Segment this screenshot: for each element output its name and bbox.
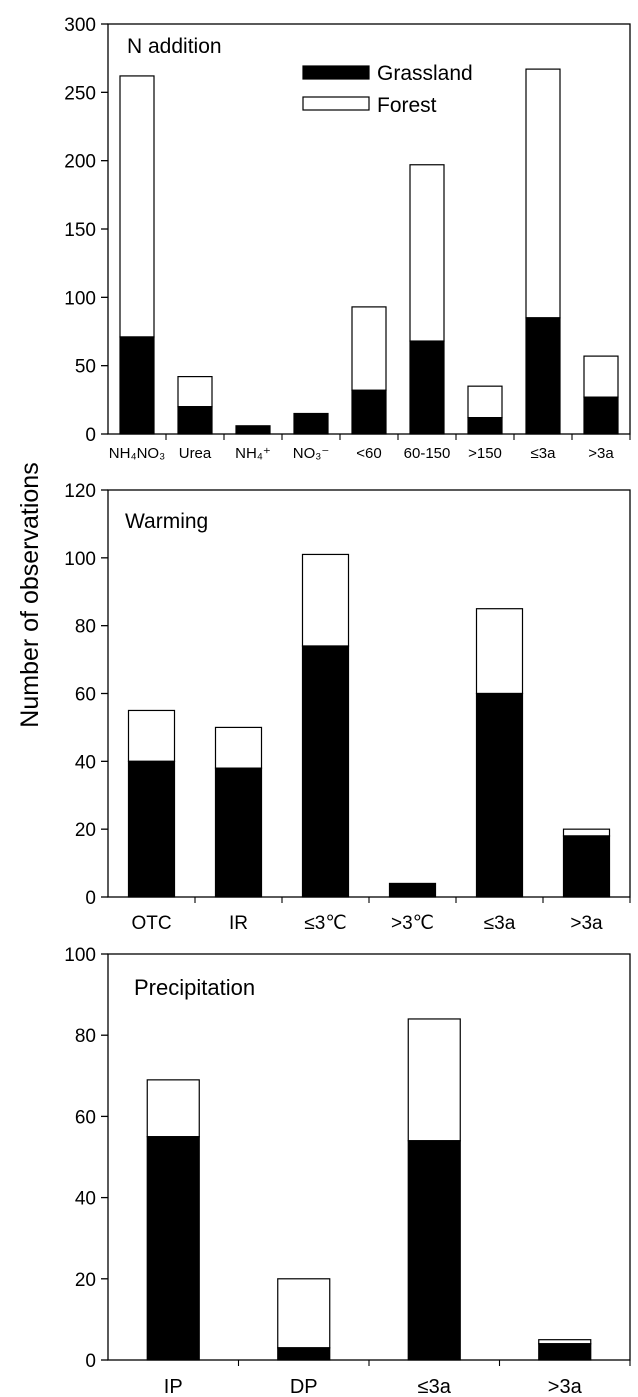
x-tick-label: ≤3a — [531, 445, 557, 462]
x-tick-label: >3a — [548, 1376, 583, 1397]
bar-forest — [214, 726, 263, 769]
x-tick-label: NH₄NO₃ — [109, 445, 165, 462]
bar-grassland — [525, 317, 561, 435]
legend-swatch-forest — [302, 96, 370, 111]
y-tick-label: 300 — [64, 15, 96, 36]
y-tick-label: 200 — [64, 152, 96, 173]
y-tick-label: 80 — [75, 617, 96, 638]
bar-forest — [583, 355, 619, 398]
bar-grassland — [351, 389, 387, 435]
legend-label-grassland: Grassland — [377, 62, 473, 85]
bar-grassland — [407, 1140, 461, 1361]
x-tick-label: >3℃ — [391, 913, 434, 934]
y-tick-label: 0 — [85, 425, 96, 446]
bar-forest — [119, 75, 155, 338]
y-tick-label: 150 — [64, 220, 96, 241]
y-tick-label: 60 — [75, 685, 96, 706]
bar-grassland — [475, 692, 524, 898]
bar-forest — [562, 828, 611, 837]
y-tick-label: 20 — [75, 820, 96, 841]
bar-forest — [538, 1339, 592, 1345]
y-tick-label: 50 — [75, 357, 96, 378]
bar-forest — [177, 376, 213, 408]
bar-forest — [475, 608, 524, 695]
bar-grassland — [235, 425, 271, 435]
bar-forest — [127, 709, 176, 762]
y-tick-label: 60 — [75, 1107, 96, 1128]
y-tick-label: 20 — [75, 1270, 96, 1291]
chart-panel-2: 0 20 40 60 80 100 120 OTC IR ≤3℃ >3℃ ≤3a >3a Warming — [64, 481, 631, 934]
bar-forest — [277, 1278, 331, 1349]
x-tick-label: >150 — [468, 445, 502, 462]
legend-label-forest: Forest — [377, 94, 437, 117]
panel-title: N addition — [127, 35, 222, 58]
bar-forest — [301, 553, 350, 647]
y-tick-label: 40 — [75, 1189, 96, 1210]
x-tick-label: Urea — [179, 445, 212, 462]
y-tick-label: 100 — [64, 549, 96, 570]
bar-forest — [351, 306, 387, 391]
x-tick-label: ≤3℃ — [304, 913, 346, 934]
x-tick-label: IP — [164, 1376, 183, 1397]
x-tick-label: DP — [290, 1376, 318, 1397]
panel-title: Precipitation — [134, 975, 255, 1000]
bar-grassland — [538, 1343, 592, 1361]
x-tick-label: >3a — [588, 445, 614, 462]
bar-grassland — [409, 340, 445, 435]
bar-grassland — [119, 336, 155, 435]
panel-title: Warming — [125, 510, 208, 533]
bar-grassland — [301, 645, 350, 898]
y-tick-label: 80 — [75, 1026, 96, 1047]
x-tick-label: ≤3a — [484, 913, 516, 934]
bar-forest — [525, 68, 561, 319]
bar-grassland — [146, 1136, 200, 1361]
bar-forest — [407, 1018, 461, 1142]
y-tick-label: 40 — [75, 752, 96, 773]
y-tick-label: 0 — [85, 1351, 96, 1372]
x-tick-label: <60 — [356, 445, 381, 462]
x-tick-label: IR — [229, 913, 248, 934]
bar-grassland — [277, 1347, 331, 1361]
x-tick-label: NO₃⁻ — [293, 445, 330, 462]
y-tick-label: 120 — [64, 481, 96, 502]
bar-grassland — [177, 406, 213, 435]
y-tick-label: 100 — [64, 288, 96, 309]
bar-grassland — [583, 396, 619, 435]
bar-forest — [467, 385, 503, 419]
x-tick-label: >3a — [570, 913, 603, 934]
x-tick-label: ≤3a — [418, 1376, 452, 1397]
bar-forest — [409, 164, 445, 342]
legend-swatch-grassland — [302, 65, 370, 80]
bar-forest — [146, 1079, 200, 1138]
chart-panel-1: 0 50 100 150 200 250 300 NH₄NO₃ Urea NH₄⁺ NO₃⁻ <60 6… — [64, 15, 631, 462]
y-tick-label: 0 — [85, 888, 96, 909]
plot-frame — [107, 489, 631, 898]
bar-grassland — [467, 417, 503, 435]
bar-grassland — [562, 835, 611, 898]
bar-grassland — [293, 412, 329, 435]
x-tick-label: OTC — [131, 913, 171, 934]
x-tick-label: NH₄⁺ — [235, 445, 271, 462]
bar-grassland — [214, 767, 263, 898]
y-tick-label: 250 — [64, 83, 96, 104]
y-tick-label: 100 — [64, 945, 96, 966]
bar-grassland — [388, 882, 437, 898]
chart-panel-3: 0 20 40 60 80 100 IP DP ≤3a >3a Precipitation — [64, 945, 631, 1397]
bar-grassland — [127, 760, 176, 898]
y-axis-label: Number of observations — [16, 462, 44, 727]
x-tick-label: 60-150 — [404, 445, 451, 462]
